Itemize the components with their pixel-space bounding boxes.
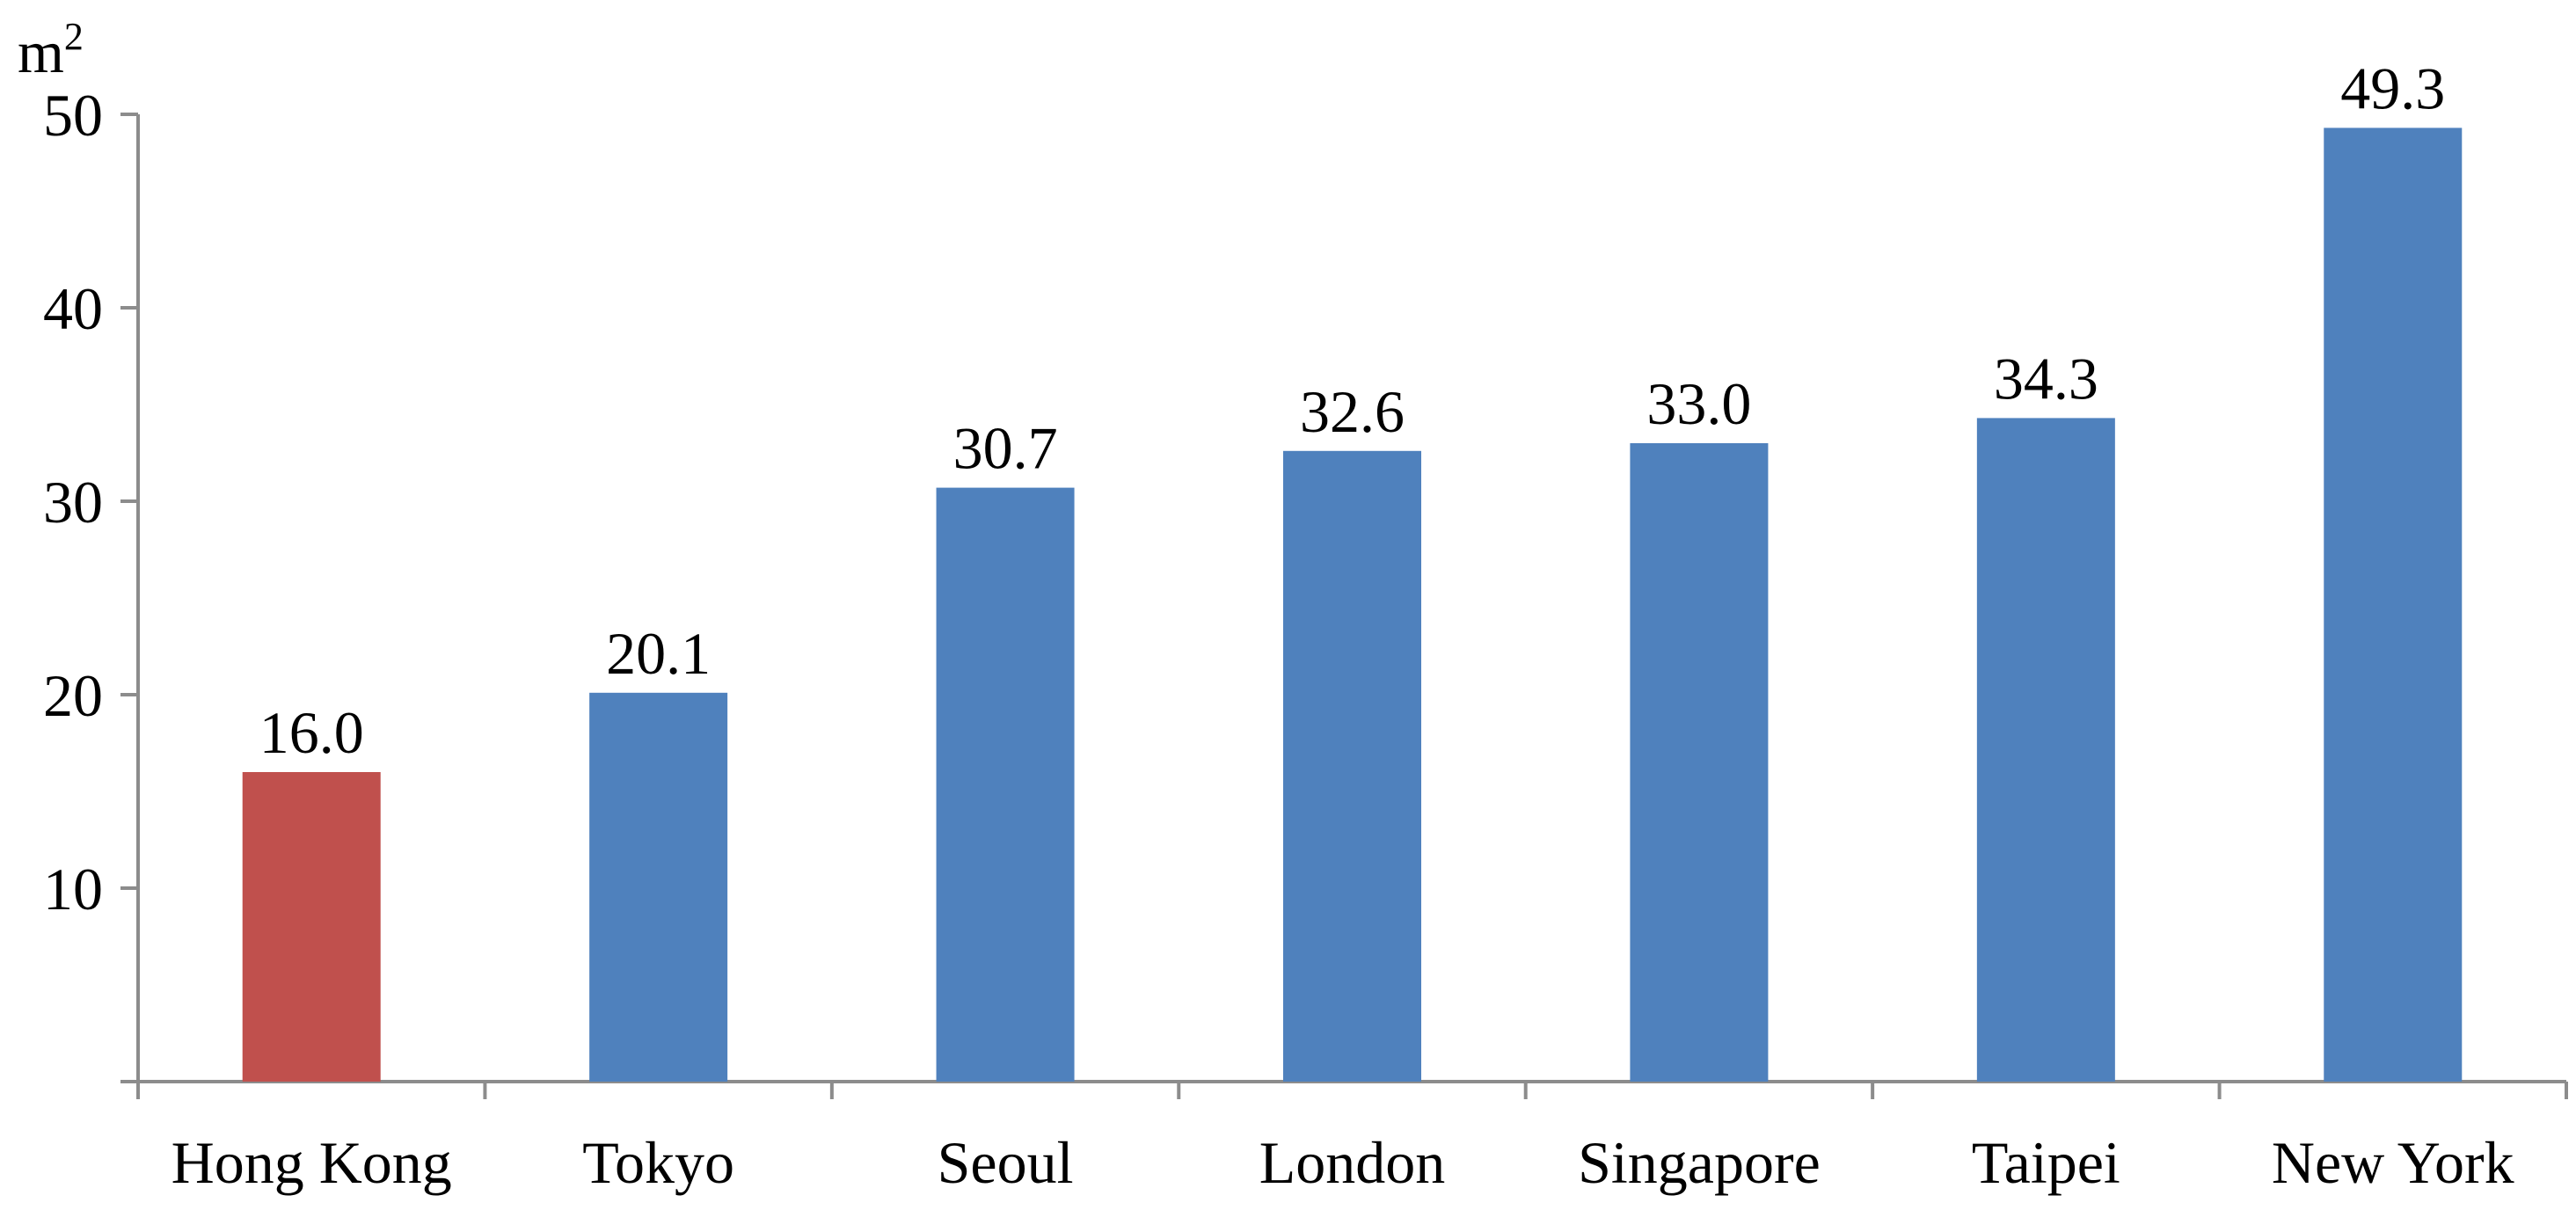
y-tick-label: 30 xyxy=(43,469,103,536)
bar-new-york xyxy=(2324,128,2463,1082)
y-axis-unit-label: m2 xyxy=(18,15,84,85)
data-label: 20.1 xyxy=(606,620,711,687)
x-category-label: Tokyo xyxy=(582,1129,734,1196)
y-tick-label: 20 xyxy=(43,662,103,729)
data-labels: 16.0 20.1 30.7 32.6 33.0 34.3 49.3 xyxy=(259,55,2446,766)
x-category-label: Seoul xyxy=(938,1129,1074,1196)
data-label: 16.0 xyxy=(259,699,364,766)
x-category-label: New York xyxy=(2272,1129,2514,1196)
y-axis: 10 20 30 40 50 xyxy=(43,82,140,1083)
bar-taipei xyxy=(1976,418,2115,1082)
x-category-label: Taipei xyxy=(1972,1129,2120,1196)
bar-singapore xyxy=(1630,443,1769,1082)
y-tick-label: 50 xyxy=(43,82,103,149)
data-label: 30.7 xyxy=(953,415,1058,482)
x-category-label: London xyxy=(1259,1129,1446,1196)
x-category-label: Hong Kong xyxy=(171,1129,452,1196)
data-label: 49.3 xyxy=(2340,55,2445,121)
bar-tokyo xyxy=(589,692,728,1082)
bars xyxy=(242,128,2463,1082)
x-axis: Hong Kong Tokyo Seoul London Singapore Taipei… xyxy=(120,1080,2568,1196)
data-label: 34.3 xyxy=(1994,345,2098,412)
bar-hong-kong xyxy=(242,772,381,1082)
y-tick-label: 10 xyxy=(43,856,103,922)
y-axis-unit-superscript: 2 xyxy=(64,15,84,58)
data-label: 33.0 xyxy=(1646,370,1751,437)
y-tick-label: 40 xyxy=(43,275,103,342)
y-axis-unit: m xyxy=(18,18,64,85)
data-label: 32.6 xyxy=(1300,378,1405,445)
x-category-label: Singapore xyxy=(1578,1129,1821,1196)
bar-london xyxy=(1283,450,1421,1082)
bar-seoul xyxy=(936,487,1075,1082)
